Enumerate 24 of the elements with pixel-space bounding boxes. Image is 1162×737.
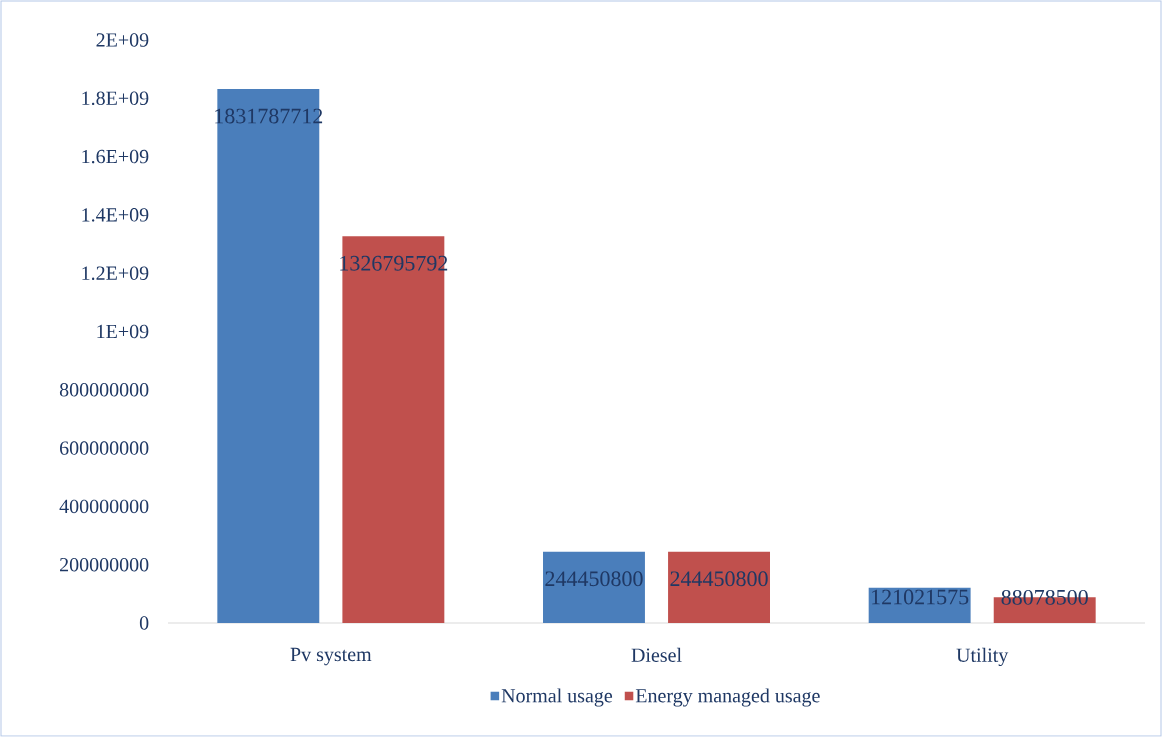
y-tick-label: 600000000: [60, 441, 149, 455]
legend-label: Normal usage: [501, 688, 613, 707]
y-tick-label: 1.6E+09: [82, 149, 149, 164]
y-tick-label: 1.2E+09: [82, 266, 149, 280]
y-tick-label: 0: [139, 616, 149, 630]
y-tick-label: 1.8E+09: [82, 91, 149, 106]
x-tick-label: Diesel: [631, 647, 682, 662]
y-tick-label: 800000000: [59, 383, 149, 397]
bar: [868, 587, 971, 623]
data-label: 121021575: [872, 589, 969, 605]
y-tick-label: 2E+09: [96, 33, 149, 47]
bar: [668, 551, 770, 623]
y-tick-label: 1E+09: [97, 324, 149, 339]
y-tick-label: 400000000: [59, 499, 149, 514]
bar: [342, 236, 445, 623]
bar: [217, 89, 320, 623]
y-tick-label: 200000000: [60, 557, 149, 572]
y-tick-label: 1.4E+09: [82, 208, 149, 222]
bar: [543, 551, 645, 623]
x-tick-label: Utility: [956, 647, 1009, 667]
x-tick-label: Pv system: [290, 647, 372, 666]
data-label: 244450800: [670, 571, 768, 587]
legend-label: Energy managed usage: [635, 688, 820, 707]
data-label: 244450800: [545, 571, 643, 587]
